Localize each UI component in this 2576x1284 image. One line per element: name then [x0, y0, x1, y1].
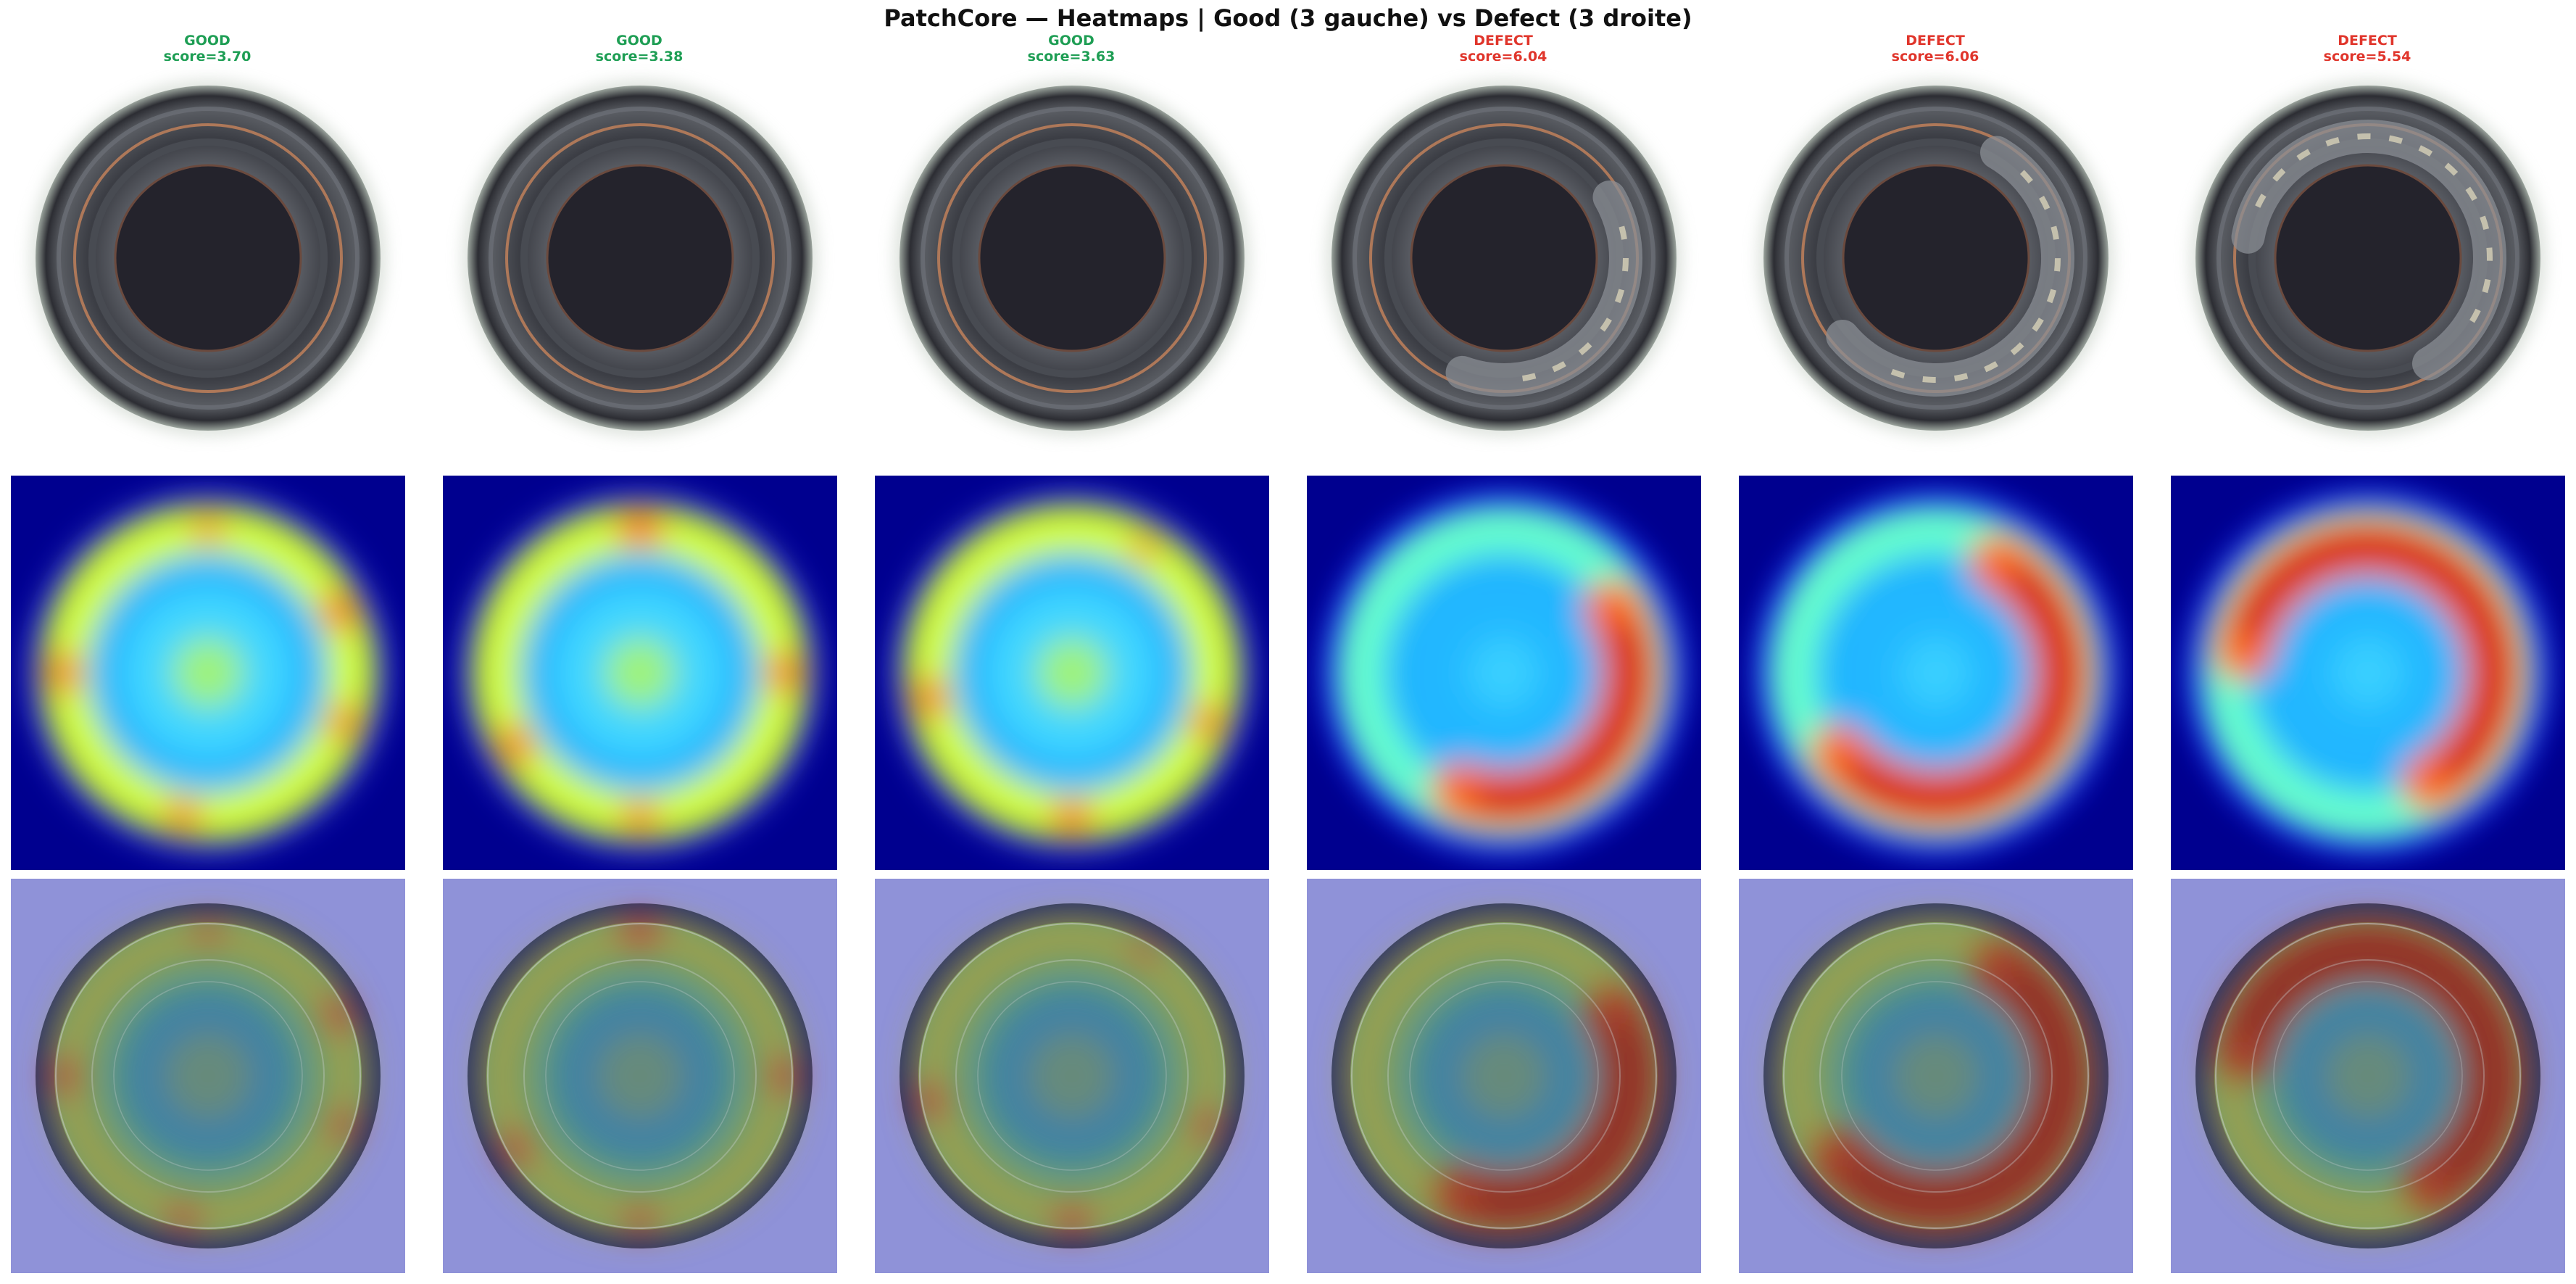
class-label: DEFECT [1906, 33, 1965, 49]
heatmap-image-6 [2171, 476, 2565, 870]
original-image-3 [875, 61, 1269, 455]
original-graphic [2171, 61, 2565, 455]
overlay-image-6 [2171, 879, 2565, 1273]
heatmap-image-5 [1739, 476, 2133, 870]
class-label: DEFECT [1474, 33, 1533, 49]
overlay-image-3 [875, 879, 1269, 1273]
overlay-graphic [1739, 879, 2133, 1273]
original-image-5 [1739, 61, 2133, 455]
heatmap-image-3 [875, 476, 1269, 870]
heatmap-image-4 [1307, 476, 1701, 870]
class-label: DEFECT [2338, 33, 2397, 49]
original-image-2 [443, 61, 837, 455]
heatmap-image-2 [443, 476, 837, 870]
column-label-3: GOOD score=3.63 [876, 33, 1267, 65]
overlay-image-1 [11, 879, 405, 1273]
overlay-image-4 [1307, 879, 1701, 1273]
heatmap-graphic [875, 476, 1269, 870]
score-label: score=3.38 [595, 49, 684, 65]
score-label: score=3.70 [163, 49, 252, 65]
class-label: GOOD [616, 33, 662, 49]
heatmap-graphic [11, 476, 405, 870]
column-label-5: DEFECT score=6.06 [1740, 33, 2131, 65]
original-graphic [875, 61, 1269, 455]
column-label-6: DEFECT score=5.54 [2172, 33, 2563, 65]
column-label-1: GOOD score=3.70 [12, 33, 403, 65]
original-image-1 [11, 61, 405, 455]
overlay-graphic [443, 879, 837, 1273]
original-graphic [11, 61, 405, 455]
original-graphic [1739, 61, 2133, 455]
overlay-image-5 [1739, 879, 2133, 1273]
score-label: score=5.54 [2323, 49, 2411, 65]
class-label: GOOD [184, 33, 230, 49]
column-label-2: GOOD score=3.38 [444, 33, 835, 65]
overlay-graphic [875, 879, 1269, 1273]
heatmap-image-1 [11, 476, 405, 870]
overlay-image-2 [443, 879, 837, 1273]
score-label: score=3.63 [1027, 49, 1115, 65]
original-graphic [443, 61, 837, 455]
heatmap-graphic [1307, 476, 1701, 870]
score-label: score=6.04 [1459, 49, 1547, 65]
column-label-4: DEFECT score=6.04 [1308, 33, 1699, 65]
original-image-6 [2171, 61, 2565, 455]
score-label: score=6.06 [1891, 49, 1979, 65]
overlay-graphic [1307, 879, 1701, 1273]
figure-title: PatchCore — Heatmaps | Good (3 gauche) v… [884, 4, 1692, 32]
heatmap-graphic [443, 476, 837, 870]
overlay-graphic [11, 879, 405, 1273]
heatmap-graphic [2171, 476, 2565, 870]
class-label: GOOD [1048, 33, 1094, 49]
original-image-4 [1307, 61, 1701, 455]
original-graphic [1307, 61, 1701, 455]
heatmap-graphic [1739, 476, 2133, 870]
overlay-graphic [2171, 879, 2565, 1273]
